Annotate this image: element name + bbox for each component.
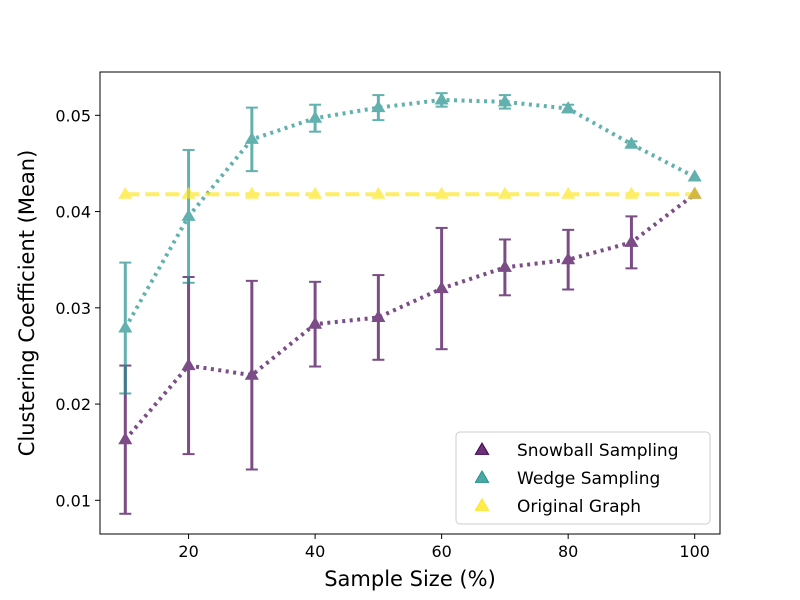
data-point-marker <box>687 169 702 182</box>
data-point-marker <box>181 208 196 221</box>
data-point-marker <box>561 252 576 265</box>
x-tick-label: 20 <box>178 542 198 561</box>
y-tick-label: 0.05 <box>55 106 91 125</box>
plot-area <box>118 92 702 515</box>
plot-frame <box>99 71 721 535</box>
data-point-marker <box>371 309 386 322</box>
legend-label: Wedge Sampling <box>517 469 660 489</box>
data-point-marker <box>244 186 259 199</box>
data-point-marker <box>687 186 702 199</box>
x-tick-label: 60 <box>431 542 451 561</box>
series-line <box>123 97 696 330</box>
x-tick-label: 100 <box>679 542 710 561</box>
data-point-marker <box>244 367 259 380</box>
data-point-marker <box>371 100 386 113</box>
data-point-marker <box>118 186 133 199</box>
legend-label: Original Graph <box>517 497 641 517</box>
data-point-marker <box>244 131 259 144</box>
series-0 <box>118 186 702 515</box>
x-tick-label: 80 <box>558 542 578 561</box>
data-point-marker <box>624 186 639 199</box>
y-tick-label: 0.02 <box>55 395 91 414</box>
data-point-marker <box>497 94 512 107</box>
legend: Snowball Sampling Wedge Sampling Original … <box>455 431 711 525</box>
x-axis-label: Sample Size (%) <box>324 567 496 591</box>
data-point-marker <box>118 320 133 333</box>
data-point-marker <box>561 186 576 199</box>
data-point-marker <box>308 110 323 123</box>
data-point-marker <box>434 92 449 105</box>
data-point-marker <box>308 316 323 329</box>
y-tick-label: 0.03 <box>55 299 91 318</box>
legend-frame <box>455 431 711 525</box>
data-point-marker <box>371 186 386 199</box>
data-point-marker <box>181 358 196 371</box>
axes: 20 40 60 80 100 0.01 0.02 0.03 0.04 0.05 <box>55 106 710 561</box>
legend-marker <box>474 470 490 483</box>
x-tick-label: 40 <box>305 542 325 561</box>
legend-entries: Snowball Sampling Wedge Sampling Original … <box>474 441 679 517</box>
series-line <box>123 192 696 441</box>
data-point-marker <box>434 281 449 294</box>
data-point-marker <box>118 432 133 445</box>
legend-marker <box>474 498 490 511</box>
data-point-marker <box>181 186 196 199</box>
data-point-marker <box>624 136 639 149</box>
y-tick-label: 0.01 <box>55 491 91 510</box>
data-point-marker <box>308 186 323 199</box>
data-point-marker <box>497 186 512 199</box>
legend-label: Snowball Sampling <box>517 441 679 461</box>
data-point-marker <box>624 234 639 247</box>
data-point-marker <box>561 101 576 114</box>
y-axis-label: Clustering Coefficient (Mean) <box>15 150 39 457</box>
series-2 <box>118 186 702 199</box>
series-1 <box>118 92 702 395</box>
y-tick-label: 0.04 <box>55 203 91 222</box>
legend-marker <box>474 442 490 455</box>
data-point-marker <box>497 259 512 272</box>
data-point-marker <box>434 186 449 199</box>
